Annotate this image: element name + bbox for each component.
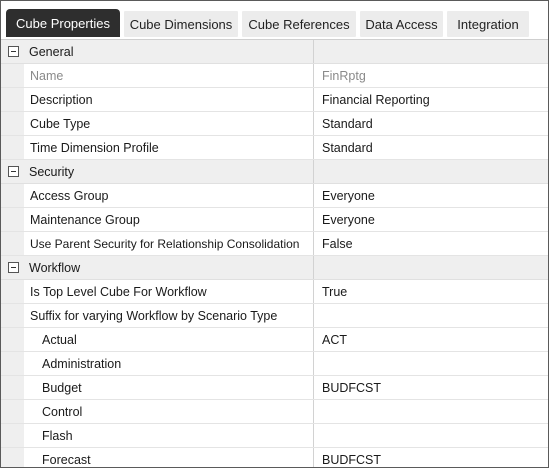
property-row-is-top-level-cube[interactable]: Is Top Level Cube For Workflow True (1, 280, 548, 304)
property-label: Is Top Level Cube For Workflow (30, 284, 207, 299)
property-value[interactable]: Standard (322, 140, 373, 155)
property-row-maintenance-group[interactable]: Maintenance Group Everyone (1, 208, 548, 232)
tab-data-access[interactable]: Data Access (360, 11, 443, 37)
tab-bar: Cube Properties Cube Dimensions Cube Ref… (1, 1, 548, 39)
property-value[interactable]: Standard (322, 116, 373, 131)
property-row-budget[interactable]: Budget BUDFCST (1, 376, 548, 400)
property-value[interactable]: Financial Reporting (322, 92, 430, 107)
property-value[interactable]: Everyone (322, 188, 375, 203)
property-label: Access Group (30, 188, 109, 203)
tab-cube-properties[interactable]: Cube Properties (6, 9, 120, 37)
section-security[interactable]: Security (1, 160, 548, 184)
property-row-actual[interactable]: Actual ACT (1, 328, 548, 352)
property-value[interactable]: True (322, 284, 348, 299)
property-label: Actual (42, 332, 77, 347)
tab-cube-references[interactable]: Cube References (242, 11, 356, 37)
property-row-suffix-group[interactable]: Suffix for varying Workflow by Scenario … (1, 304, 548, 328)
property-label: Forecast (42, 452, 91, 467)
section-title: General (29, 44, 74, 59)
property-value[interactable]: ACT (322, 332, 347, 347)
property-row-name[interactable]: Name FinRptg (1, 64, 548, 88)
property-row-flash[interactable]: Flash (1, 424, 548, 448)
property-label: Budget (42, 380, 82, 395)
property-label: Control (42, 404, 83, 419)
property-value[interactable]: BUDFCST (322, 452, 382, 467)
collapse-icon[interactable] (8, 46, 19, 57)
property-value[interactable]: False (322, 236, 353, 251)
section-workflow[interactable]: Workflow (1, 256, 548, 280)
section-general[interactable]: General (1, 40, 548, 64)
section-title: Security (29, 164, 75, 179)
property-row-cube-type[interactable]: Cube Type Standard (1, 112, 548, 136)
tab-integration[interactable]: Integration (447, 11, 529, 37)
collapse-icon[interactable] (8, 262, 19, 273)
property-row-use-parent-security[interactable]: Use Parent Security for Relationship Con… (1, 232, 548, 256)
collapse-icon[interactable] (8, 166, 19, 177)
section-title: Workflow (29, 260, 81, 275)
property-label: Administration (42, 356, 122, 371)
property-row-forecast[interactable]: Forecast BUDFCST (1, 448, 548, 467)
property-label: Description (30, 92, 93, 107)
property-label: Use Parent Security for Relationship Con… (30, 236, 300, 251)
property-label: Cube Type (30, 116, 91, 131)
property-row-description[interactable]: Description Financial Reporting (1, 88, 548, 112)
property-label: Maintenance Group (30, 212, 140, 227)
property-row-time-dimension-profile[interactable]: Time Dimension Profile Standard (1, 136, 548, 160)
property-row-access-group[interactable]: Access Group Everyone (1, 184, 548, 208)
property-value[interactable]: BUDFCST (322, 380, 382, 395)
property-label: Time Dimension Profile (30, 140, 159, 155)
property-value: FinRptg (322, 68, 366, 83)
property-label: Flash (42, 428, 73, 443)
property-label: Name (30, 68, 64, 83)
property-label: Suffix for varying Workflow by Scenario … (30, 308, 278, 323)
tab-cube-dimensions[interactable]: Cube Dimensions (124, 11, 238, 37)
property-value[interactable]: Everyone (322, 212, 375, 227)
property-grid: General Name FinRptg Description Financi… (1, 39, 548, 467)
property-row-administration[interactable]: Administration (1, 352, 548, 376)
property-row-control[interactable]: Control (1, 400, 548, 424)
